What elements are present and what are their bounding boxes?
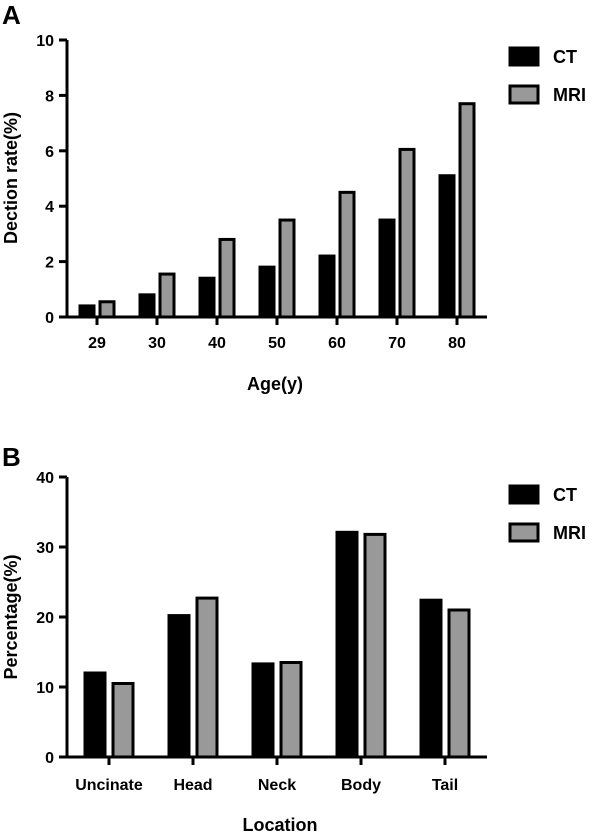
panel-a-x-tick-label: 29 [88, 335, 106, 352]
panel-a-legend-swatch-mri [508, 84, 540, 105]
panel-b-bar-mri [111, 682, 135, 759]
panel-a-x-tick-label: 50 [268, 335, 286, 352]
panel-a-y-tick-label: 2 [45, 255, 54, 272]
panel-a-bar-ct [258, 265, 276, 319]
chart-panel-b: B 0 10 20 30 40 Uncinate Head Neck Body Tail Loc… [1, 442, 586, 835]
panel-a-bar-mri [398, 147, 416, 319]
panel-a-legend-label-mri: MRI [553, 85, 586, 105]
chart-panel-a: A 0 2 4 6 8 10 29 30 40 50 60 70 80 Age(y) Dection … [1, 0, 586, 394]
panel-b-legend-swatch-mri [508, 522, 540, 543]
panel-a-bar-ct [138, 293, 156, 319]
panel-a-legend: CT MRI [508, 46, 586, 105]
panel-a-bar-ct [78, 304, 96, 319]
panel-b-bar-mri [279, 661, 303, 759]
panel-a-x-tick-label: 70 [388, 335, 406, 352]
panel-a-x-tick-label: 30 [148, 335, 166, 352]
panel-a-bar-mri [278, 218, 296, 319]
panel-a-legend-label-ct: CT [553, 47, 577, 67]
panel-b-y-ticks: 0 10 20 30 40 [36, 470, 67, 767]
panel-b-legend-swatch-ct [508, 484, 540, 505]
panel-b-y-tick-label: 10 [36, 680, 54, 697]
panel-b-legend: CT MRI [508, 484, 586, 543]
panel-b-legend-label-ct: CT [553, 485, 577, 505]
panel-b-y-tick-label: 0 [45, 750, 54, 767]
panel-b-y-axis-label: Percentage(%) [1, 554, 21, 679]
panel-b-bar-ct [167, 614, 191, 759]
panel-a-mri-bars [98, 102, 476, 319]
panel-a-x-tick-label: 60 [328, 335, 346, 352]
panel-a-bar-ct [378, 218, 396, 319]
panel-b-x-tick-label: Tail [432, 777, 458, 794]
panel-a-bar-mri [218, 237, 236, 319]
panel-b-mri-bars [111, 532, 471, 759]
panel-a-bar-ct [438, 174, 456, 319]
panel-a-bar-ct [198, 276, 216, 319]
panel-a-y-tick-label: 4 [45, 199, 54, 216]
panel-b-bar-mri [363, 532, 387, 759]
panel-a-bar-ct [318, 254, 336, 319]
panel-a-x-ticks: 29 30 40 50 60 70 80 [88, 317, 466, 352]
panel-b-y-tick-label: 40 [36, 470, 54, 487]
panel-a-bar-mri [458, 102, 476, 319]
panel-b-y-tick-label: 30 [36, 540, 54, 557]
panel-b-bar-ct [419, 598, 443, 759]
panel-a-y-tick-label: 6 [45, 144, 54, 161]
panel-b-x-ticks: Uncinate Head Neck Body Tail [75, 757, 458, 794]
panel-a-y-ticks: 0 2 4 6 8 10 [36, 33, 67, 327]
panel-b-legend-label-mri: MRI [553, 523, 586, 543]
panel-b-ct-bars [83, 530, 443, 759]
panel-a-ct-bars [78, 174, 456, 319]
panel-a-y-tick-label: 10 [36, 33, 54, 50]
panel-a-bar-mri [98, 300, 116, 319]
panel-b-bar-ct [83, 671, 107, 759]
panel-a-legend-swatch-ct [508, 46, 540, 67]
panel-b-bar-ct [335, 530, 359, 759]
panel-a-y-axis-label: Dection rate(%) [1, 112, 21, 244]
panel-a-letter: A [2, 0, 21, 30]
panel-b-x-tick-label: Head [173, 777, 212, 794]
panel-a-y-tick-label: 0 [45, 310, 54, 327]
panel-b-x-tick-label: Uncinate [75, 777, 143, 794]
panel-a-x-tick-label: 80 [448, 335, 466, 352]
panel-b-x-tick-label: Body [341, 777, 381, 794]
panel-b-x-tick-label: Neck [258, 777, 296, 794]
panel-b-letter: B [2, 442, 21, 472]
panel-a-x-axis-label: Age(y) [247, 374, 303, 394]
panel-a-bar-mri [338, 190, 356, 319]
panel-a-bar-mri [158, 272, 176, 319]
panel-b-bar-mri [195, 596, 219, 759]
panel-a-x-tick-label: 40 [208, 335, 226, 352]
panel-b-x-axis-label: Location [243, 815, 318, 835]
panel-b-bar-ct [251, 662, 275, 759]
panel-b-bar-mri [447, 608, 471, 759]
panel-b-y-tick-label: 20 [36, 610, 54, 627]
panel-a-y-tick-label: 8 [45, 88, 54, 105]
